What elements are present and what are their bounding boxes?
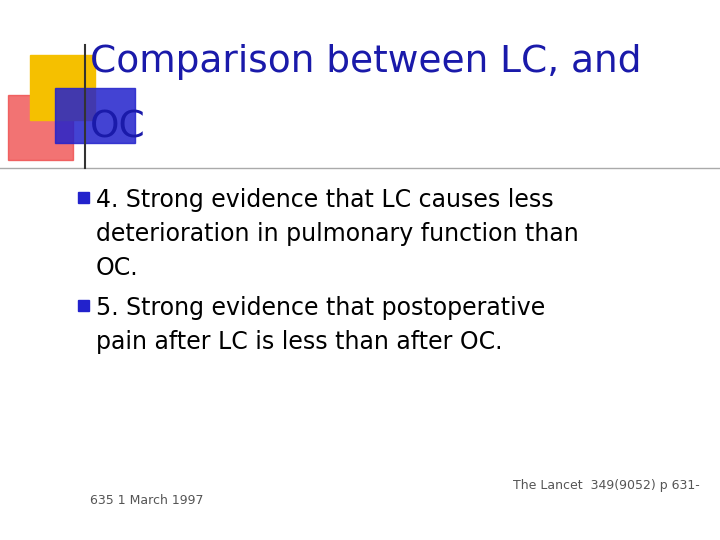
Text: 635 1 March 1997: 635 1 March 1997 bbox=[90, 494, 204, 507]
Text: pain after LC is less than after OC.: pain after LC is less than after OC. bbox=[96, 330, 503, 354]
Bar bbox=[8, 95, 73, 160]
Bar bbox=[78, 300, 89, 311]
Text: OC: OC bbox=[90, 110, 145, 146]
Text: OC.: OC. bbox=[96, 256, 139, 280]
Text: 4. Strong evidence that LC causes less: 4. Strong evidence that LC causes less bbox=[96, 188, 554, 212]
Bar bbox=[30, 55, 95, 120]
Text: deterioration in pulmonary function than: deterioration in pulmonary function than bbox=[96, 222, 579, 246]
Text: Comparison between LC, and: Comparison between LC, and bbox=[90, 44, 642, 80]
Text: 5. Strong evidence that postoperative: 5. Strong evidence that postoperative bbox=[96, 296, 545, 320]
Text: The Lancet  349(9052) p 631-: The Lancet 349(9052) p 631- bbox=[513, 480, 700, 492]
Bar bbox=[55, 88, 135, 143]
Bar bbox=[78, 192, 89, 203]
